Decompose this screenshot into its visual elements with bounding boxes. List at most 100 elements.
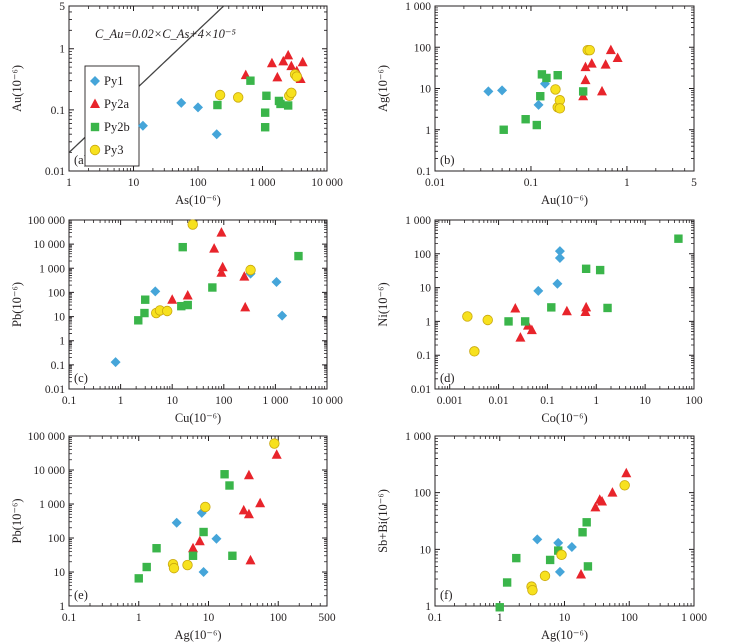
data-point (536, 92, 545, 101)
x-axis-label: As(10⁻⁶) (175, 193, 221, 207)
data-point (196, 507, 207, 518)
panel-label: (a) (74, 153, 88, 167)
data-point (482, 314, 493, 326)
legend-marker (90, 76, 100, 86)
y-tick-label: 1 000 (405, 215, 431, 227)
data-point (595, 265, 605, 275)
data-point (255, 497, 266, 508)
data-point (246, 76, 255, 85)
data-point (278, 55, 289, 66)
x-tick-label: 1 000 (262, 395, 288, 407)
data-point (110, 357, 121, 368)
data-point (580, 74, 591, 85)
x-tick-label: 1 (136, 612, 142, 624)
series-py3 (526, 480, 630, 596)
legend-marker (90, 98, 100, 108)
x-tick-label: 100 (215, 395, 233, 407)
y-tick-label: 0.1 (51, 360, 66, 372)
data-point (552, 278, 563, 289)
data-point (193, 102, 203, 113)
chart-panel: 1 10 100 1 000 10 000 0.01 0.1 1 5 As(10⁻⁶) Au(10⁻… (10, 1, 343, 207)
data-point (209, 243, 220, 253)
data-point (483, 86, 494, 97)
data-point (542, 73, 551, 83)
plot-frame (434, 5, 695, 172)
data-point (168, 562, 180, 574)
data-point (495, 603, 504, 612)
panel-label: (f) (440, 588, 453, 602)
data-point (515, 332, 526, 342)
y-tick-label: 100 (414, 42, 432, 54)
x-axis-label: Co(10⁻⁶) (541, 411, 587, 425)
x-tick-label: 0.001 (437, 395, 463, 407)
data-point (533, 285, 544, 296)
data-point (553, 71, 562, 80)
curve-equation-label: C_Au=0.02×C_As+4×10⁻⁵ (95, 27, 237, 41)
data-point (140, 308, 149, 318)
data-point (597, 495, 608, 506)
y-tick-label: 1 000 (39, 263, 65, 275)
data-point (584, 44, 595, 56)
data-point (497, 85, 508, 96)
data-point (245, 554, 256, 565)
data-point (581, 301, 592, 312)
chart-panel: 0.001 0.01 0.1 1 10 100 0.01 0.1 1 10 100 1 000 Co(1… (376, 215, 703, 425)
data-point (271, 449, 282, 459)
y-axis-label: Ag(10⁻⁶) (376, 65, 390, 112)
data-point (537, 70, 547, 79)
x-tick-label: 10 (639, 395, 651, 407)
data-point (554, 546, 563, 555)
x-tick-label: 1 (66, 177, 72, 189)
series-py2b (504, 234, 683, 326)
data-point (239, 271, 250, 281)
series-py3 (462, 311, 493, 357)
data-point (532, 120, 541, 130)
y-tick-label: 1 000 (405, 431, 431, 443)
y-tick-label: 10 (420, 283, 432, 295)
data-point (600, 59, 611, 69)
data-point (554, 246, 565, 257)
data-point (271, 277, 282, 288)
data-point (152, 544, 161, 553)
minor-ticks (435, 6, 694, 171)
data-point (150, 286, 161, 297)
legend-label: Py1 (104, 74, 123, 88)
y-tick-label: 10 000 (33, 239, 65, 251)
data-point (142, 562, 151, 572)
data-point (520, 317, 530, 326)
x-tick-label: 100 (685, 395, 703, 407)
data-point (182, 289, 193, 300)
data-point (553, 537, 564, 548)
panel-label: (e) (74, 588, 88, 602)
legend-label: Py3 (104, 143, 123, 157)
x-tick-label: 0.1 (540, 395, 555, 407)
data-point (240, 301, 251, 312)
y-tick-label: 0.1 (417, 166, 432, 178)
data-point (277, 310, 288, 321)
series-py2a (576, 467, 632, 579)
data-point (521, 115, 530, 124)
x-tick-label: 100 (270, 612, 288, 624)
legend-marker (90, 122, 100, 132)
x-tick-label: 0.1 (62, 612, 77, 624)
y-tick-label: 10 (420, 84, 432, 96)
y-tick-label: 10 000 (33, 465, 65, 477)
minor-ticks (69, 220, 327, 389)
data-point (183, 300, 192, 310)
minor-ticks (69, 436, 327, 606)
data-point (178, 242, 187, 252)
legend-label: Py2a (104, 97, 129, 111)
y-tick-label: 10 (54, 567, 66, 579)
data-point (187, 219, 198, 230)
x-axis-label: Ag(10⁻⁶) (174, 628, 221, 642)
data-point (502, 578, 512, 587)
y-axis-label: Ni(10⁻⁶) (376, 282, 390, 326)
data-point (177, 301, 186, 311)
series-py3 (151, 219, 256, 319)
y-axis-label: Sb+Bi(10⁻⁶) (376, 489, 390, 553)
data-point (198, 567, 209, 577)
